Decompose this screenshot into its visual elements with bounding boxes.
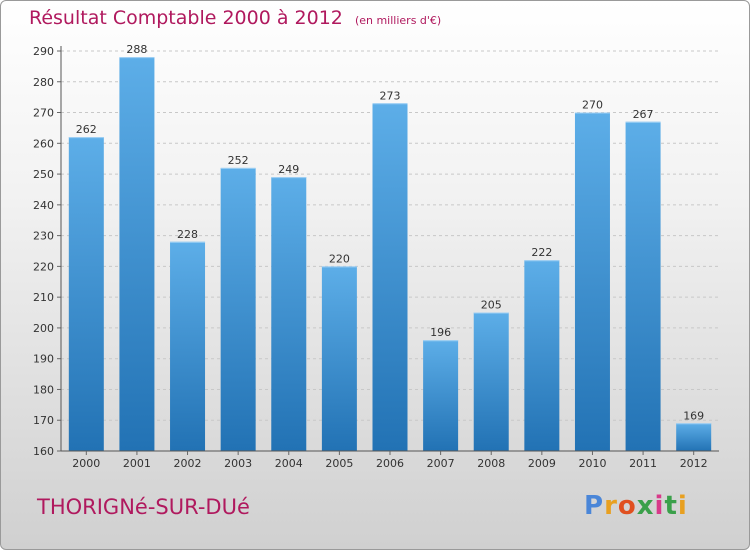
bars: 262 288 228 252 249 220 273 196 205 222 270 267 169 xyxy=(68,43,712,452)
proxiti-logo: Proxiti xyxy=(584,491,688,521)
bar-value-label: 249 xyxy=(278,163,299,176)
bar xyxy=(68,137,104,451)
bar-value-label: 262 xyxy=(76,123,97,136)
x-tick-label: 2010 xyxy=(578,457,606,470)
y-tick-label: 180 xyxy=(33,383,54,396)
y-tick-label: 210 xyxy=(33,291,54,304)
x-tick-label: 2003 xyxy=(224,457,252,470)
x-tick-label: 2002 xyxy=(174,457,202,470)
y-tick-label: 280 xyxy=(33,76,54,89)
y-tick-label: 260 xyxy=(33,137,54,150)
bar xyxy=(170,241,206,451)
y-tick-label: 200 xyxy=(33,322,54,335)
x-tick-label: 2004 xyxy=(275,457,303,470)
bar xyxy=(625,121,661,452)
axes: 160 170 180 190 200 210 220 230 240 250 260 270 280 2… xyxy=(33,45,719,470)
logo-letter: r xyxy=(604,491,618,521)
x-tick-label: 2001 xyxy=(123,457,151,470)
bar xyxy=(676,423,712,451)
chart-title-text: Résultat Comptable 2000 à 2012 xyxy=(29,7,343,29)
bar-value-label: 169 xyxy=(683,409,704,422)
y-tick-label: 230 xyxy=(33,230,54,243)
y-tick-label: 240 xyxy=(33,199,54,212)
bar-value-label: 196 xyxy=(430,326,451,339)
y-tick-label: 160 xyxy=(33,445,54,458)
x-tick-label: 2008 xyxy=(477,457,505,470)
x-tick-label: 2007 xyxy=(427,457,455,470)
logo-letter: P xyxy=(584,491,605,521)
logo-letter: i xyxy=(654,491,665,521)
logo-letter: t xyxy=(664,491,678,521)
bar-value-label: 252 xyxy=(228,154,249,167)
bar xyxy=(574,112,610,452)
place-name: THORIGNé-SUR-DUé xyxy=(37,495,250,519)
bar xyxy=(220,167,256,451)
x-tick-label: 2000 xyxy=(72,457,100,470)
y-tick-label: 220 xyxy=(33,260,54,273)
x-tick-label: 2005 xyxy=(325,457,353,470)
chart-title: Résultat Comptable 2000 à 2012 (en milli… xyxy=(29,7,441,29)
y-tick-label: 170 xyxy=(33,414,54,427)
bar xyxy=(423,340,459,451)
bar-value-label: 273 xyxy=(380,89,401,102)
y-tick-label: 290 xyxy=(33,45,54,58)
chart-subtitle: (en milliers d'€) xyxy=(354,14,442,27)
y-tick-label: 270 xyxy=(33,107,54,120)
logo-letter: o xyxy=(617,491,637,521)
bar xyxy=(271,177,307,451)
x-tick-label: 2009 xyxy=(528,457,556,470)
logo-letter: i xyxy=(677,491,688,521)
y-tick-label: 250 xyxy=(33,168,54,181)
bar-value-label: 270 xyxy=(582,99,603,112)
bar-value-label: 228 xyxy=(177,228,198,241)
bar-value-label: 220 xyxy=(329,252,350,265)
bar xyxy=(119,57,155,452)
bar xyxy=(473,312,509,451)
x-tick-label: 2011 xyxy=(629,457,657,470)
bar-value-label: 288 xyxy=(126,43,147,56)
y-tick-label: 190 xyxy=(33,353,54,366)
bar xyxy=(321,266,357,451)
logo-letter: x xyxy=(636,491,655,521)
bar-value-label: 222 xyxy=(531,246,552,259)
bar xyxy=(372,103,408,452)
bar-value-label: 267 xyxy=(633,108,654,121)
bar xyxy=(524,260,560,451)
x-tick-label: 2012 xyxy=(680,457,708,470)
x-tick-label: 2006 xyxy=(376,457,404,470)
bar-value-label: 205 xyxy=(481,299,502,312)
